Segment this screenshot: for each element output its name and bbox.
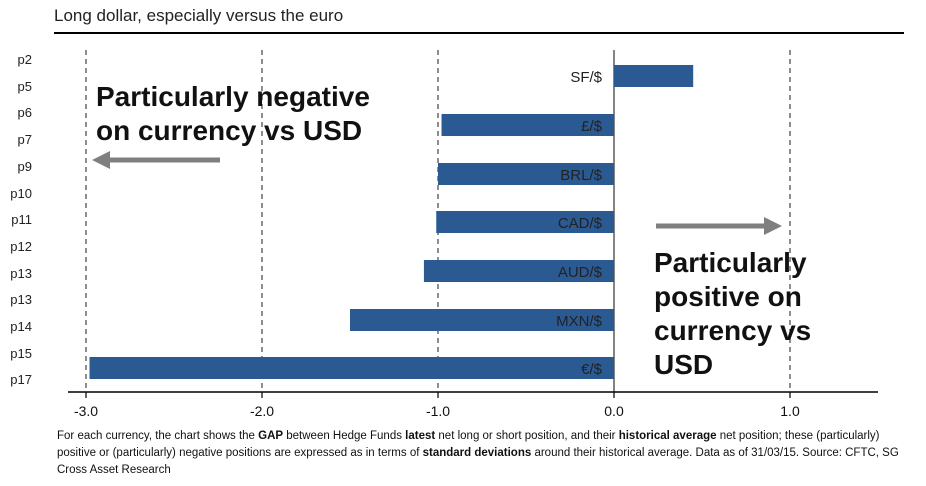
- bar-label: £/$: [581, 118, 603, 135]
- bar-label: €/$: [581, 361, 603, 378]
- annotation-positive-text: Particularly: [654, 247, 807, 278]
- page-label: p13: [10, 265, 32, 281]
- bar-2: [438, 163, 614, 185]
- bar-label: CAD/$: [558, 215, 603, 232]
- bar-6: [89, 357, 614, 379]
- bar-label: SF/$: [570, 69, 602, 86]
- left-arrow-head: [92, 151, 110, 169]
- page-label: p6: [17, 105, 32, 121]
- footnote-text-1: For each currency, the chart shows the: [57, 430, 259, 442]
- footnote-text-3: net long or short position, and their: [435, 430, 619, 442]
- bar-5: [350, 309, 614, 331]
- page-label: p17: [10, 372, 32, 388]
- annotation-positive-text: currency vs: [654, 315, 811, 346]
- x-tick-label: -1.0: [426, 403, 450, 419]
- annotation-negative-text: Particularly negative: [96, 81, 370, 112]
- bar-label: MXN/$: [556, 313, 603, 330]
- footnote-bold-historical-average: historical average: [618, 430, 717, 442]
- page-label: p11: [11, 212, 32, 228]
- footnote-text-2: between Hedge Funds: [283, 430, 406, 442]
- page-label-column: p2 p5 p6 p7 p9 p10 p11 p12 p13 p13 p14 p15 p17: [0, 50, 32, 390]
- bar-0: [614, 65, 694, 87]
- page-label: p2: [17, 52, 32, 67]
- bar-3: [436, 211, 614, 233]
- page-label: p14: [10, 319, 32, 334]
- chart-title: Long dollar, especially versus the euro: [54, 6, 344, 25]
- bar-4: [423, 260, 614, 282]
- page-label: p5: [17, 78, 32, 94]
- bar-1: [441, 114, 614, 136]
- footnote-bold-standard-deviations: standard deviations: [422, 447, 532, 459]
- page-label: p12: [10, 238, 32, 254]
- page-label: p7: [17, 132, 32, 148]
- annotation-positive-text: positive on: [654, 281, 802, 312]
- page-label: p15: [10, 345, 32, 361]
- page-label: p13: [10, 292, 32, 308]
- footnote-bold-latest: latest: [405, 430, 436, 442]
- title-divider: [54, 32, 904, 34]
- x-tick-label: -2.0: [250, 403, 274, 419]
- x-tick-label: -3.0: [74, 403, 98, 419]
- footnote-bold-gap: GAP: [258, 430, 284, 442]
- footnote: For each currency, the chart shows the G…: [57, 428, 907, 479]
- footnote-text-4: net position; these (particularly) posit…: [57, 430, 880, 459]
- bar-chart: -3.0 -2.0 -1.0 0.0 1.0 SF/$ £/$ BRL/$ CAD/$ AUD/$…: [68, 50, 878, 419]
- annotation-negative-text: on currency vs USD: [96, 115, 362, 146]
- bar-label: AUD/$: [558, 264, 603, 281]
- x-tick-label: 1.0: [780, 403, 800, 419]
- right-arrow-head: [764, 217, 782, 235]
- page-label: p10: [10, 185, 32, 201]
- x-tick-label: 0.0: [604, 403, 624, 419]
- page-label: p9: [17, 158, 32, 174]
- bar-label: BRL/$: [560, 167, 602, 184]
- footnote-text-5: around their historical average. Data as…: [57, 447, 899, 476]
- annotation-positive-text: USD: [654, 349, 713, 380]
